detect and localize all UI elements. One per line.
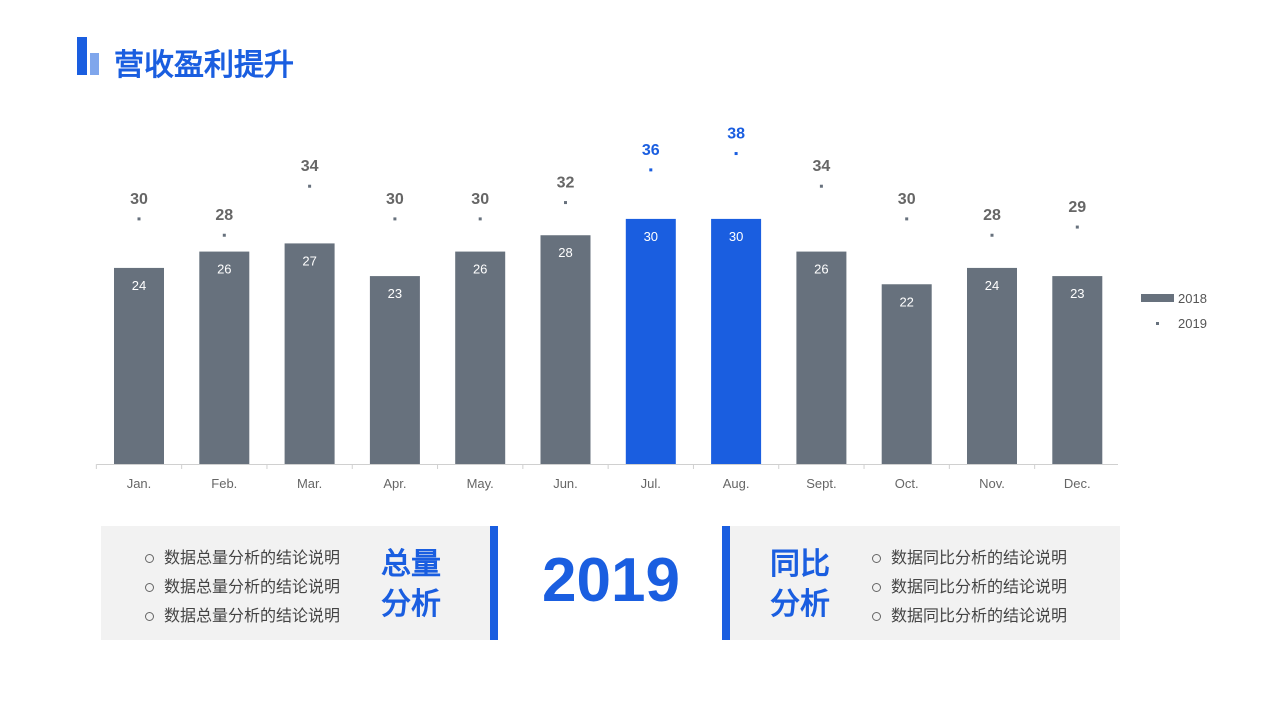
- legend-swatch-2019: [1156, 322, 1159, 325]
- bar-2018: [881, 284, 932, 464]
- bar-label: 24: [985, 278, 999, 293]
- left-list: 数据总量分析的结论说明 数据总量分析的结论说明 数据总量分析的结论说明: [145, 543, 340, 630]
- list-item: 数据总量分析的结论说明: [145, 601, 340, 630]
- bar-2018: [796, 251, 847, 464]
- divider-left: [490, 526, 498, 640]
- bar-2018: [1052, 276, 1103, 464]
- list-item: 数据同比分析的结论说明: [872, 601, 1067, 630]
- point-label: 34: [301, 158, 319, 175]
- page-title: 营收盈利提升: [114, 48, 294, 83]
- bar-2018: [711, 218, 762, 464]
- legend-label-2018: 2018: [1178, 291, 1207, 306]
- bar-2018: [540, 235, 591, 464]
- bar-2018: [967, 267, 1017, 464]
- point-2019: [564, 201, 567, 205]
- point-label: 30: [898, 191, 916, 208]
- point-2019: [734, 152, 738, 156]
- bar-2018: [455, 251, 506, 464]
- left-panel: [101, 526, 490, 640]
- list-item: 数据同比分析的结论说明: [872, 572, 1067, 601]
- x-tick-label: Mar.: [297, 476, 322, 491]
- point-2019: [478, 217, 482, 221]
- bar-label: 26: [217, 262, 231, 277]
- x-tick-label: Nov.: [979, 476, 1005, 491]
- bar-2018: [284, 243, 335, 464]
- x-tick-label: Jan.: [127, 476, 152, 491]
- point-label: 28: [215, 207, 233, 224]
- list-item: 数据总量分析的结论说明: [145, 543, 340, 572]
- bar-label: 22: [899, 294, 913, 309]
- x-tick-label: Dec.: [1064, 476, 1091, 491]
- point-2019: [1075, 225, 1079, 229]
- bar-label: 23: [388, 286, 402, 301]
- bar-label: 23: [1070, 286, 1084, 301]
- x-tick-label: Sept.: [806, 476, 836, 491]
- point-2019: [649, 168, 653, 172]
- point-label: 36: [642, 142, 660, 159]
- x-tick-label: Jul.: [641, 476, 661, 491]
- legend-label-2019: 2019: [1178, 316, 1207, 331]
- point-label: 30: [386, 191, 404, 208]
- bar-label: 30: [729, 229, 743, 244]
- point-2019: [222, 233, 226, 237]
- point-2019: [393, 217, 397, 221]
- revenue-chart: 24 30 Jan. 26 28 Feb. 27 34 Mar. 23 30 Apr. 26 30 May.…: [95, 126, 1207, 491]
- point-label: 30: [130, 191, 148, 208]
- bar-2018: [369, 276, 420, 464]
- bar-label: 28: [558, 245, 572, 260]
- left-heading: 总量 分析: [381, 547, 441, 622]
- bar-label: 27: [302, 253, 316, 268]
- x-tick-label: May.: [467, 476, 494, 491]
- point-label: 29: [1068, 199, 1086, 216]
- point-label: 34: [813, 158, 831, 175]
- bar-2018: [625, 218, 676, 464]
- x-tick-label: Jun.: [553, 476, 578, 491]
- bar-label: 30: [644, 229, 658, 244]
- legend-swatch-2018: [1141, 294, 1174, 302]
- title-icon-accent: [90, 53, 99, 75]
- right-list: 数据同比分析的结论说明 数据同比分析的结论说明 数据同比分析的结论说明: [872, 543, 1067, 630]
- bar-label: 26: [473, 262, 487, 277]
- x-tick-label: Oct.: [895, 476, 919, 491]
- bar-2018: [114, 267, 164, 464]
- bar-label: 26: [814, 262, 828, 277]
- right-heading: 同比 分析: [770, 547, 830, 622]
- point-2019: [308, 184, 312, 188]
- point-label: 38: [727, 126, 745, 143]
- right-panel: [730, 526, 1120, 640]
- point-label: 30: [471, 191, 489, 208]
- point-2019: [905, 217, 909, 221]
- point-label: 28: [983, 207, 1001, 224]
- bar-label: 24: [132, 278, 146, 293]
- list-item: 数据同比分析的结论说明: [872, 543, 1067, 572]
- point-2019: [819, 184, 823, 188]
- title-icon: [77, 37, 87, 75]
- divider-right: [722, 526, 730, 640]
- point-2019: [137, 217, 141, 221]
- x-tick-label: Apr.: [383, 476, 406, 491]
- x-tick-label: Aug.: [723, 476, 750, 491]
- bar-2018: [199, 251, 250, 464]
- year-label: 2019: [542, 546, 680, 615]
- x-tick-label: Feb.: [211, 476, 237, 491]
- list-item: 数据总量分析的结论说明: [145, 572, 340, 601]
- point-2019: [990, 233, 994, 237]
- point-label: 32: [557, 175, 575, 192]
